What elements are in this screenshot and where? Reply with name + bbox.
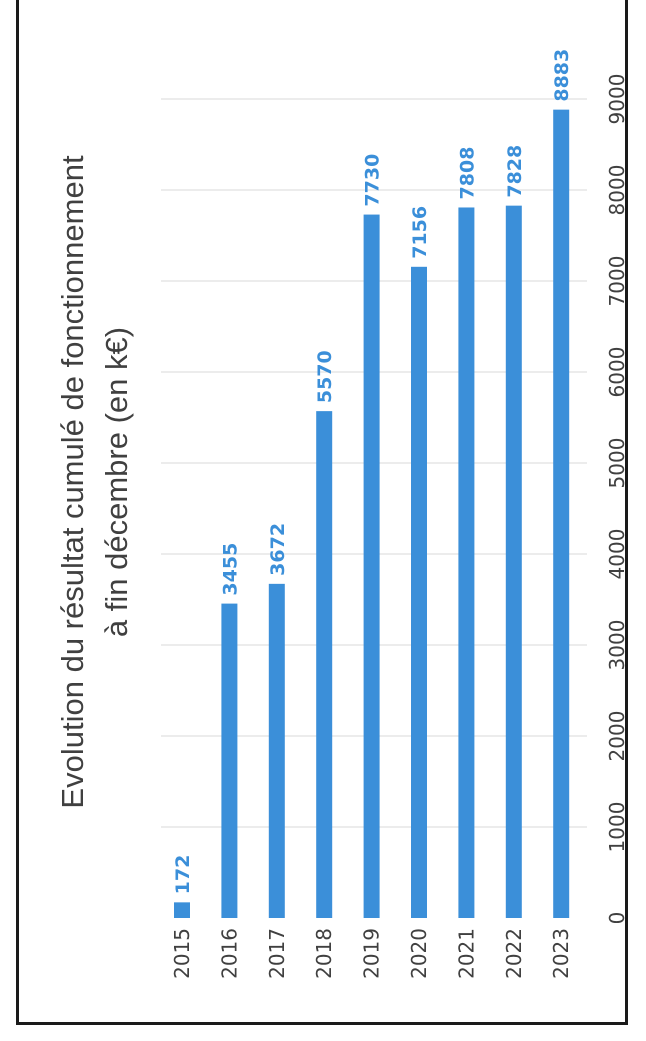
chart-subtitle: à fin décembre (en k€) [99,327,134,637]
value-tick-label: 5000 [605,438,625,489]
bar [316,411,333,918]
chart-title: Evolution du résultat cumulé de fonction… [55,155,90,809]
value-tick-label: 8000 [605,165,625,216]
bar [505,205,522,919]
value-tick-label: 6000 [605,347,625,398]
category-label: 2017 [265,928,289,979]
data-labels: 172 3455 3672 5570 7730 7156 7808 7828 8883 [172,49,573,895]
category-label: 2020 [407,928,431,979]
data-label: 172 [172,855,194,895]
data-label: 7808 [456,147,478,200]
data-label: 8883 [551,49,573,102]
data-label: 3455 [219,543,241,596]
value-tick-label: 1000 [605,802,625,853]
bar [268,583,285,918]
data-label: 5570 [314,350,336,403]
bar [458,207,475,919]
bars [174,109,570,919]
data-label: 3672 [267,523,289,576]
bar [363,214,380,918]
chart-frame: 172 3455 3672 5570 7730 7156 7808 7828 8883 2015… [16,0,628,1025]
value-tick-label: 4000 [605,529,625,580]
category-label: 2023 [549,928,573,979]
category-labels: 2015 2016 2017 2018 2019 2020 2021 2022 2023 [170,928,573,979]
bar [553,109,570,919]
category-label: 2018 [312,928,336,979]
category-label: 2015 [170,928,194,979]
bar [411,266,427,919]
data-label: 7730 [362,154,384,207]
bar [221,603,238,918]
value-tick-label: 9000 [605,74,625,125]
value-tick-label: 3000 [605,620,625,671]
value-tick-label: 2000 [605,711,625,762]
value-tick-label: 7000 [605,256,625,307]
category-label: 2019 [360,928,384,979]
category-label: 2021 [454,928,478,979]
category-label: 2022 [502,928,526,979]
value-tick-labels: 0 1000 2000 3000 4000 5000 6000 7000 8000 9000 [605,74,625,925]
data-label: 7828 [504,145,526,198]
data-label: 7156 [409,206,431,259]
category-label: 2016 [217,928,241,979]
value-tick-label: 0 [605,912,625,925]
chart-svg: 172 3455 3672 5570 7730 7156 7808 7828 8883 2015… [55,49,625,979]
bar [174,902,190,918]
